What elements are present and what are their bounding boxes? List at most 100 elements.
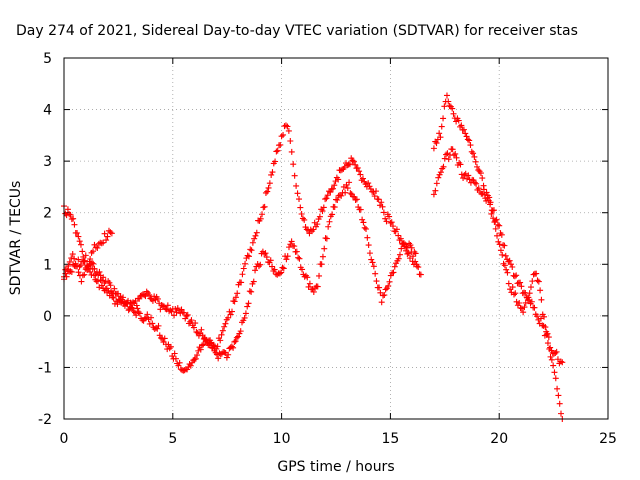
- data-point: [367, 185, 374, 192]
- data-point: [270, 268, 277, 275]
- data-point: [547, 353, 554, 360]
- data-point: [550, 362, 557, 369]
- data-point: [552, 349, 559, 356]
- data-point: [378, 299, 385, 306]
- data-point: [513, 298, 520, 305]
- data-point: [222, 320, 229, 327]
- data-point: [555, 392, 562, 399]
- data-point: [365, 180, 372, 187]
- data-point: [269, 169, 276, 176]
- data-point: [267, 257, 274, 264]
- data-point: [390, 223, 397, 230]
- data-point: [387, 272, 394, 279]
- data-point: [413, 263, 420, 270]
- data-point: [279, 264, 286, 271]
- data-point: [269, 263, 276, 270]
- data-point: [325, 223, 332, 230]
- data-point: [387, 219, 394, 226]
- data-point: [190, 324, 197, 331]
- data-point: [381, 292, 388, 299]
- data-point: [231, 298, 238, 305]
- data-point: [278, 269, 285, 276]
- data-point: [466, 137, 473, 144]
- data-point: [395, 255, 402, 262]
- data-point: [310, 226, 317, 233]
- data-point: [188, 317, 195, 324]
- data-point: [335, 176, 342, 183]
- data-point: [67, 211, 74, 218]
- data-point: [320, 204, 327, 211]
- data-point: [271, 266, 278, 273]
- data-point: [331, 182, 338, 189]
- data-point: [98, 282, 105, 289]
- grid-lines: [64, 58, 608, 419]
- data-point: [357, 171, 364, 178]
- x-tick-label: 25: [599, 431, 617, 447]
- data-point: [526, 290, 533, 297]
- data-point: [141, 315, 148, 322]
- data-point: [339, 166, 346, 173]
- data-point: [288, 148, 295, 155]
- data-point: [546, 345, 553, 352]
- data-point: [228, 308, 235, 315]
- data-point: [360, 219, 367, 226]
- y-tick-label: 5: [43, 51, 52, 67]
- data-point: [221, 349, 228, 356]
- data-point: [90, 260, 97, 267]
- data-point: [465, 172, 472, 179]
- data-point: [85, 264, 92, 271]
- data-point: [326, 218, 333, 225]
- y-tick-label: 4: [43, 103, 52, 119]
- series-5-points: [430, 146, 566, 422]
- data-point: [218, 331, 225, 338]
- data-point: [383, 218, 390, 225]
- data-point: [407, 242, 414, 249]
- y-tick-label: -2: [38, 412, 52, 428]
- data-point: [174, 305, 181, 312]
- data-point: [390, 269, 397, 276]
- data-point: [111, 285, 118, 292]
- y-tick-label: 1: [43, 257, 52, 273]
- data-point: [319, 253, 326, 260]
- data-point: [453, 118, 460, 125]
- data-point: [368, 256, 375, 263]
- data-point: [556, 400, 563, 407]
- data-point: [378, 199, 385, 206]
- data-point: [277, 141, 284, 148]
- data-point: [323, 235, 330, 242]
- data-point: [66, 258, 73, 265]
- data-point: [512, 290, 519, 297]
- data-point: [437, 169, 444, 176]
- data-point: [544, 340, 551, 347]
- x-tick-label: 5: [168, 431, 177, 447]
- data-point: [541, 313, 548, 320]
- data-point: [180, 309, 187, 316]
- data-point: [148, 314, 155, 321]
- data-point: [312, 223, 319, 230]
- data-point: [462, 130, 469, 137]
- data-point: [354, 164, 361, 171]
- data-point: [79, 248, 86, 255]
- data-point: [497, 247, 504, 254]
- data-point: [162, 305, 169, 312]
- data-point: [337, 167, 344, 174]
- data-point: [376, 284, 383, 291]
- data-point: [486, 194, 493, 201]
- data-point: [103, 237, 110, 244]
- data-point: [263, 254, 270, 261]
- data-point: [251, 235, 258, 242]
- data-point: [388, 219, 395, 226]
- data-point: [146, 291, 153, 298]
- data-point: [232, 338, 239, 345]
- data-point: [311, 219, 318, 226]
- data-point: [237, 328, 244, 335]
- x-tick-label: 20: [490, 431, 508, 447]
- data-point: [314, 283, 321, 290]
- data-point: [344, 162, 351, 169]
- data-point: [343, 181, 350, 188]
- data-point: [371, 193, 378, 200]
- data-point: [297, 204, 304, 211]
- data-point: [225, 351, 232, 358]
- data-point: [496, 222, 503, 229]
- data-point: [201, 334, 208, 341]
